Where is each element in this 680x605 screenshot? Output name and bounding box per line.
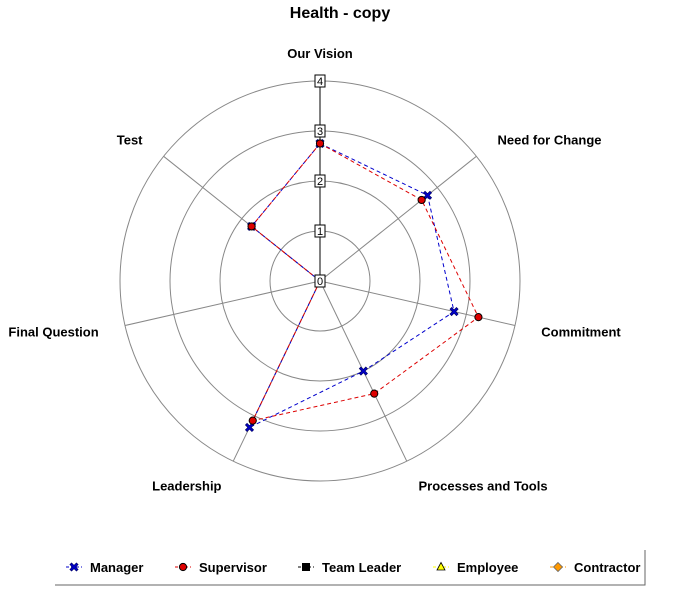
data-point-supervisor-processes-and-tools [370, 389, 379, 398]
data-point-manager-leadership [244, 422, 255, 432]
radar-series [244, 138, 483, 432]
axis-label-commitment: Commitment [541, 325, 621, 340]
axis-label-test: Test [117, 133, 143, 148]
tick-label: 1 [317, 226, 323, 238]
data-point-manager-processes-and-tools [358, 366, 368, 376]
tick-label: 3 [317, 126, 323, 138]
legend-label-team-leader: Team Leader [322, 560, 401, 575]
legend-frame [55, 550, 646, 586]
legend-label-employee: Employee [457, 560, 518, 575]
legend-marker-contractor [552, 561, 564, 573]
tick-label: 0 [317, 276, 323, 288]
axis-label-leadership: Leadership [152, 479, 221, 494]
legend-item-employee: Employee [433, 560, 518, 575]
spoke-commitment [319, 280, 516, 326]
data-point-supervisor-test [247, 222, 256, 231]
spoke-need-for-change [319, 155, 477, 282]
tick-label: 4 [317, 76, 323, 88]
tick-label: 2 [317, 176, 323, 188]
legend-marker-team-leader [302, 563, 310, 571]
data-point-supervisor-need-for-change [417, 195, 426, 205]
legend-marker-employee [436, 561, 446, 571]
axis-label-our-vision: Our Vision [287, 46, 353, 61]
legend-item-manager: Manager [66, 560, 143, 575]
legend-item-contractor: Contractor [550, 560, 640, 575]
tick-3: 3 [314, 124, 326, 138]
series-supervisor [247, 139, 483, 425]
axis-label-processes-and-tools: Processes and Tools [419, 479, 548, 494]
tick-0: 0 [314, 274, 326, 288]
data-point-supervisor-leadership [248, 416, 257, 425]
tick-4: 4 [314, 74, 326, 88]
radial-ticks: 0 1 2 3 4 [314, 74, 326, 288]
tick-2: 2 [314, 174, 326, 188]
spoke-final-question [124, 280, 321, 326]
data-point-manager-need-for-change [422, 190, 433, 200]
data-point-manager-commitment [449, 307, 459, 317]
data-point-supervisor-commitment [474, 313, 483, 322]
tick-1: 1 [314, 224, 326, 238]
series-line-supervisor [250, 142, 480, 422]
legend-item-team-leader: Team Leader [298, 560, 401, 575]
axis-labels: Our Vision Need for Change Commitment Proce… [8, 46, 621, 494]
legend-label-contractor: Contractor [574, 560, 640, 575]
legend-item-supervisor: Supervisor [175, 560, 267, 575]
data-point-supervisor-our-vision [315, 139, 325, 148]
axis-label-need-for-change: Need for Change [498, 133, 602, 148]
legend-marker-manager [69, 562, 79, 572]
legend: Manager Supervisor Team Leader Employee Cont… [55, 550, 646, 586]
legend-marker-supervisor [178, 562, 188, 572]
legend-label-manager: Manager [90, 560, 143, 575]
axis-label-final-question: Final Question [8, 325, 98, 340]
chart-title: Health - copy [290, 5, 391, 22]
legend-label-supervisor: Supervisor [199, 560, 267, 575]
